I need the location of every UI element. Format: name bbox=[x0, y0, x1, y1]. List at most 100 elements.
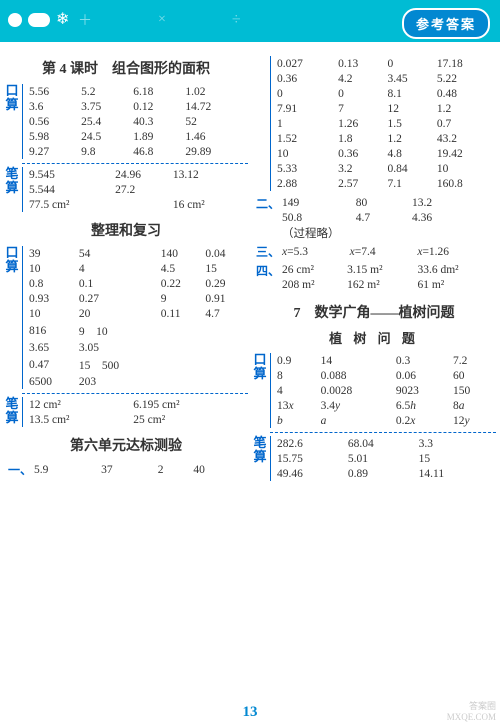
section-title: 第六单元达标测验 bbox=[4, 435, 248, 455]
kousuan-data: 5.565.26.181.023.63.750.1214.720.5625.44… bbox=[22, 84, 248, 159]
data-cell: 0.56 bbox=[27, 114, 79, 129]
data-cell: 5.9 bbox=[32, 461, 99, 478]
data-cell: 3.75 bbox=[79, 99, 131, 114]
data-cell: 1.5 bbox=[385, 116, 434, 131]
data-cell: 0.48 bbox=[435, 86, 496, 101]
data-cell: 150 bbox=[451, 383, 496, 398]
data-cell: 43.2 bbox=[435, 131, 496, 146]
data-cell: 4.36 bbox=[410, 210, 484, 225]
data-cell: 3.2 bbox=[336, 161, 385, 176]
data-cell: x=1.26 bbox=[415, 243, 496, 260]
data-cell: 9 10 bbox=[77, 321, 159, 340]
plus-icon: ＋ bbox=[78, 10, 92, 30]
data-cell: 5.22 bbox=[435, 71, 496, 86]
data-cell: x=7.4 bbox=[348, 243, 416, 260]
data-cell: 5.98 bbox=[27, 129, 79, 144]
item-label: 一、 bbox=[8, 461, 32, 478]
data-cell: 9.8 bbox=[79, 144, 131, 159]
item-label: 二、 bbox=[256, 195, 280, 241]
left-column: 第 4 课时 组合图形的面积 口算 5.565.26.181.023.63.75… bbox=[4, 50, 248, 485]
kousuan-block: 口算 0.9140.37.280.0880.066040.00289023150… bbox=[252, 353, 496, 428]
data-cell bbox=[123, 397, 132, 412]
section-title: 第 4 课时 组合图形的面积 bbox=[4, 58, 248, 78]
right-column: 0.0270.13017.180.364.23.455.22008.10.487… bbox=[252, 50, 496, 485]
data-cell: 0.9 bbox=[275, 353, 319, 368]
data-cell: 13.2 bbox=[410, 195, 484, 210]
data-cell: 3.6 bbox=[27, 99, 79, 114]
data-cell: 7.2 bbox=[451, 353, 496, 368]
dash-divider bbox=[22, 163, 248, 164]
data-cell: 0.027 bbox=[275, 56, 336, 71]
kousuan-label: 口算 bbox=[4, 246, 20, 389]
data-cell: 160.8 bbox=[435, 176, 496, 191]
data-cell: 0.1 bbox=[77, 276, 159, 291]
data-cell: 46.8 bbox=[131, 144, 183, 159]
data-cell bbox=[486, 436, 496, 451]
data-cell bbox=[123, 412, 132, 427]
data-cell: 27.2 bbox=[113, 182, 171, 197]
data-cell: 68.04 bbox=[346, 436, 417, 451]
data-cell bbox=[203, 355, 248, 374]
data-cell bbox=[240, 182, 248, 197]
data-cell: 37 bbox=[99, 461, 156, 478]
data-cell: 6500 bbox=[27, 374, 77, 389]
watermark: 答案圈 MXQE.COM bbox=[447, 701, 496, 723]
data-cell: 7.1 bbox=[385, 176, 434, 191]
data-cell: 40 bbox=[191, 461, 248, 478]
data-cell bbox=[203, 374, 248, 389]
data-cell: 2.88 bbox=[275, 176, 336, 191]
data-cell: 0.088 bbox=[319, 368, 394, 383]
data-cell: 3.05 bbox=[77, 340, 159, 355]
data-cell: 2 bbox=[156, 461, 192, 478]
data-cell bbox=[113, 197, 171, 212]
kousuan-label: 口算 bbox=[252, 353, 268, 428]
data-cell bbox=[239, 412, 248, 427]
watermark-line2: MXQE.COM bbox=[447, 712, 496, 723]
data-cell: 29.89 bbox=[183, 144, 248, 159]
data-cell bbox=[240, 197, 248, 212]
data-cell: 5.544 bbox=[27, 182, 113, 197]
data-cell: a bbox=[319, 413, 394, 428]
data-cell: 0.89 bbox=[346, 466, 417, 481]
data-cell: 19.42 bbox=[435, 146, 496, 161]
data-cell: 15 500 bbox=[77, 355, 159, 374]
process-note: （过程略） bbox=[280, 225, 496, 241]
data-cell bbox=[486, 466, 496, 481]
bisuan-block: 笔算 282.668.043.315.755.011549.460.8914.1… bbox=[252, 436, 496, 481]
data-cell: 24.96 bbox=[113, 167, 171, 182]
row-two: 二、 1498013.250.84.74.36 （过程略） bbox=[252, 195, 496, 241]
section-title: 整理和复习 bbox=[4, 220, 248, 240]
data-cell: 0.36 bbox=[336, 146, 385, 161]
data-cell: 50.8 bbox=[280, 210, 354, 225]
data-cell: 6.18 bbox=[131, 84, 183, 99]
bisuan-label: 笔算 bbox=[252, 436, 268, 481]
data-cell bbox=[203, 321, 248, 340]
data-cell: 0 bbox=[385, 56, 434, 71]
data-cell: 25 cm² bbox=[131, 412, 239, 427]
watermark-line1: 答案圈 bbox=[447, 701, 496, 712]
data-cell: 3.4y bbox=[319, 398, 394, 413]
data-cell: 1.89 bbox=[131, 129, 183, 144]
bisuan-block: 笔算 12 cm²6.195 cm²13.5 cm²25 cm² bbox=[4, 397, 248, 427]
data-cell: 13x bbox=[275, 398, 319, 413]
data-cell: 13.5 cm² bbox=[27, 412, 123, 427]
divide-icon: ÷ bbox=[232, 11, 241, 29]
data-cell: 39 bbox=[27, 246, 77, 261]
multiply-icon: × bbox=[158, 12, 166, 28]
item-label: 三、 bbox=[256, 243, 280, 260]
data-cell: 0.04 bbox=[203, 246, 248, 261]
data-cell: 1.8 bbox=[336, 131, 385, 146]
bisuan-data: 9.54524.9613.125.54427.277.5 cm²16 cm² bbox=[22, 167, 248, 212]
data-cell: 1.2 bbox=[385, 131, 434, 146]
data-cell: 0.2x bbox=[394, 413, 451, 428]
data-cell: 8 bbox=[275, 368, 319, 383]
data-cell: 816 bbox=[27, 321, 77, 340]
data-cell: 33.6 dm² bbox=[415, 262, 496, 277]
data-cell bbox=[159, 355, 204, 374]
data-cell: 14.11 bbox=[417, 466, 487, 481]
data-cell: 40.3 bbox=[131, 114, 183, 129]
data-cell: 208 m² bbox=[280, 277, 345, 292]
kousuan-data: 0.9140.37.280.0880.066040.0028902315013x… bbox=[270, 353, 496, 428]
kousuan-block: 口算 5.565.26.181.023.63.750.1214.720.5625… bbox=[4, 84, 248, 159]
data-cell: 5.56 bbox=[27, 84, 79, 99]
